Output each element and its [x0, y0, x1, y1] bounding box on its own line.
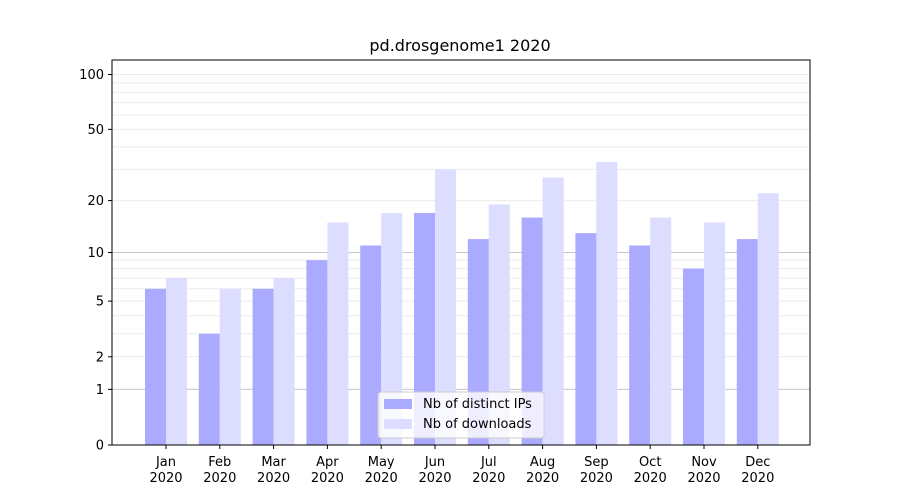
- bar-distinct-ips: [521, 217, 543, 445]
- x-tick-label-month: Feb: [208, 455, 231, 470]
- y-tick-label: 0: [96, 439, 104, 454]
- x-tick-label-month: Jan: [155, 455, 176, 470]
- x-tick-label-year: 2020: [311, 471, 344, 486]
- x-tick-label-month: Apr: [316, 455, 339, 470]
- x-tick-label-year: 2020: [365, 471, 398, 486]
- x-tick-label-year: 2020: [418, 471, 451, 486]
- bar-distinct-ips: [629, 245, 651, 445]
- x-tick-label-month: Dec: [745, 455, 770, 470]
- bar-downloads: [596, 161, 618, 445]
- y-tick-label: 5: [96, 295, 104, 310]
- bar-downloads: [650, 217, 672, 445]
- x-tick-label-year: 2020: [634, 471, 667, 486]
- bar-downloads: [488, 204, 510, 445]
- x-tick-label-year: 2020: [687, 471, 720, 486]
- bar-downloads: [327, 222, 349, 445]
- x-tick-label-month: Aug: [530, 455, 555, 470]
- y-axis: 0 1 2 5 10 20 50 100: [79, 68, 112, 454]
- bar-downloads: [757, 193, 779, 445]
- bar-distinct-ips: [198, 333, 220, 445]
- bar-downloads: [219, 288, 241, 445]
- y-tick-label: 1: [96, 383, 104, 398]
- bar-downloads: [381, 212, 403, 445]
- legend-swatch: [384, 399, 412, 409]
- x-tick-label-year: 2020: [257, 471, 290, 486]
- legend-label: Nb of distinct IPs: [423, 397, 532, 412]
- bar-distinct-ips: [145, 288, 166, 445]
- bar-distinct-ips: [252, 288, 274, 445]
- bar-downloads: [273, 278, 295, 445]
- x-tick-label-month: Nov: [691, 455, 717, 470]
- x-tick-label-month: Jun: [424, 455, 445, 470]
- y-tick-label: 2: [96, 350, 104, 365]
- bar-distinct-ips: [360, 245, 382, 445]
- x-tick-label-month: Mar: [261, 455, 286, 470]
- bar-distinct-ips: [736, 239, 758, 445]
- bars: [145, 161, 779, 445]
- x-tick-label-month: Jul: [480, 455, 497, 470]
- bar-distinct-ips: [306, 260, 328, 445]
- x-tick-label-year: 2020: [526, 471, 559, 486]
- bar-downloads: [166, 278, 187, 445]
- legend-label: Nb of downloads: [423, 417, 532, 432]
- x-tick-label-year: 2020: [149, 471, 182, 486]
- legend: Nb of distinct IPs Nb of downloads: [377, 391, 545, 439]
- y-tick-label: 10: [87, 246, 104, 261]
- x-tick-label-year: 2020: [203, 471, 236, 486]
- x-tick-label-month: Oct: [639, 455, 661, 470]
- bar-distinct-ips: [683, 268, 704, 445]
- y-tick-label: 50: [87, 123, 104, 138]
- x-axis: Jan2020Feb2020Mar2020Apr2020May2020Jun20…: [149, 445, 774, 486]
- x-tick-label-year: 2020: [580, 471, 613, 486]
- chart-title: pd.drosgenome1 2020: [369, 36, 550, 55]
- x-tick-label-year: 2020: [472, 471, 505, 486]
- x-tick-label-month: May: [368, 455, 395, 470]
- bar-downloads: [704, 222, 725, 445]
- x-tick-label-month: Sep: [584, 455, 609, 470]
- y-tick-label: 100: [79, 68, 104, 83]
- bar-downloads: [435, 169, 456, 445]
- bar-downloads: [542, 177, 564, 445]
- legend-swatch: [384, 419, 412, 429]
- y-tick-label: 20: [87, 194, 104, 209]
- bar-distinct-ips: [414, 212, 435, 445]
- legend-box: [377, 391, 545, 439]
- x-tick-label-year: 2020: [741, 471, 774, 486]
- bar-distinct-ips: [575, 233, 597, 445]
